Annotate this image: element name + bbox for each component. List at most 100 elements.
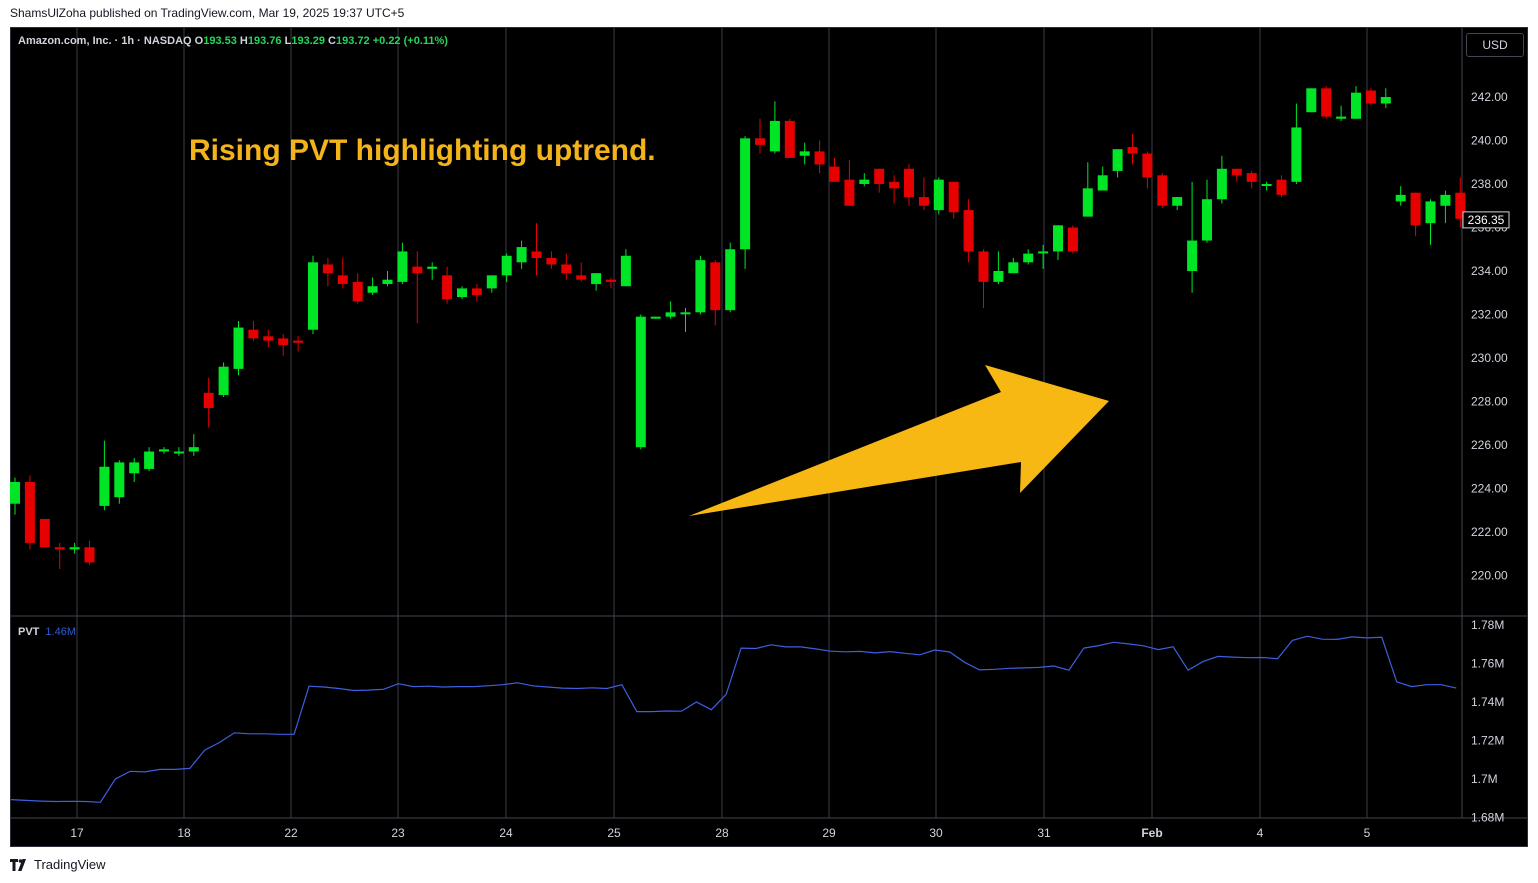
candle-body — [620, 255, 631, 287]
candle-body — [1038, 251, 1049, 254]
candle-body — [710, 262, 721, 311]
x-axis-tick-label: 29 — [822, 826, 836, 840]
candle-body — [99, 466, 110, 506]
x-axis-tick-label: 18 — [177, 826, 191, 840]
candle-body — [784, 120, 795, 158]
pvt-line — [10, 635, 1457, 803]
price-axis-label: 240.00 — [1471, 134, 1508, 148]
candle-body — [308, 262, 318, 330]
candle-body — [69, 547, 80, 550]
symbol-title[interactable]: Amazon.com, Inc. · 1h · NASDAQ — [18, 35, 192, 47]
price-axis-label: 220.00 — [1471, 569, 1508, 583]
candle-body — [546, 257, 557, 265]
candle-body — [1291, 127, 1302, 182]
x-axis-tick-label: 5 — [1364, 826, 1371, 840]
candle-body — [889, 181, 900, 189]
candle-body — [904, 168, 914, 198]
candle-body — [1336, 116, 1347, 119]
candle-body — [1157, 175, 1168, 206]
candle-body — [1008, 262, 1019, 274]
candle-body — [650, 316, 661, 319]
candle-body — [129, 462, 140, 474]
candle-body — [1261, 184, 1272, 186]
pvt-axis-label: 1.68M — [1471, 811, 1504, 825]
price-axis-label: 242.00 — [1471, 90, 1508, 104]
pvt-name: PVT — [18, 626, 40, 638]
candle-body — [1395, 194, 1406, 202]
candle-body — [337, 275, 348, 285]
x-axis-tick-label: 30 — [929, 826, 943, 840]
price-axis-label: 238.00 — [1471, 177, 1508, 191]
candle-body — [1455, 192, 1466, 219]
annotation-text: Rising PVT highlighting uptrend. — [189, 134, 656, 167]
symbol-legend: Amazon.com, Inc. · 1h · NASDAQ O193.53 H… — [18, 35, 448, 47]
price-axis-label: 234.00 — [1471, 264, 1508, 278]
candle-body — [1440, 194, 1451, 206]
price-change: +0.22 (+0.11%) — [372, 35, 448, 47]
candle-body — [1306, 88, 1317, 113]
price-axis-label: 228.00 — [1471, 395, 1508, 409]
candle-body — [918, 197, 929, 206]
candle-body — [978, 251, 989, 282]
currency-button[interactable]: USD — [1466, 33, 1524, 57]
candle-body — [665, 312, 676, 317]
candle-body — [322, 264, 333, 274]
pvt-axis-label: 1.74M — [1471, 695, 1504, 709]
candle-body — [442, 275, 453, 300]
pvt-axis-label: 1.76M — [1471, 657, 1504, 671]
candle-body — [1112, 149, 1123, 171]
candle-body — [606, 279, 616, 282]
candle-body — [1023, 253, 1034, 263]
candle-body — [1246, 173, 1257, 182]
candle-body — [635, 316, 646, 448]
candle-body — [1231, 168, 1242, 176]
candle-body — [1172, 197, 1183, 206]
candle-body — [173, 451, 184, 454]
candle-body — [1380, 97, 1391, 104]
candle-body — [486, 275, 497, 289]
candle-body — [680, 312, 691, 315]
candle-body — [859, 179, 870, 184]
publish-credit: ShamsUlZoha published on TradingView.com… — [10, 6, 405, 20]
pvt-axis-label: 1.72M — [1471, 734, 1504, 748]
candle-body — [352, 281, 363, 302]
ohlc-low-label: L — [284, 35, 292, 47]
candle-body — [993, 271, 1004, 282]
candle-body — [933, 179, 944, 211]
last-price-badge — [1462, 211, 1510, 229]
candle-body — [218, 366, 229, 395]
candle-body — [412, 266, 423, 274]
ohlc-close-label: C — [328, 35, 336, 47]
candle-body — [740, 138, 751, 250]
candle-body — [814, 151, 825, 165]
candle-body — [293, 340, 304, 343]
price-axis-label: 226.00 — [1471, 438, 1508, 452]
candle-body — [54, 547, 65, 550]
footer-brand[interactable]: TradingView — [10, 857, 106, 872]
candle-body — [39, 518, 50, 548]
candle-body — [84, 547, 95, 563]
candle-body — [1127, 147, 1138, 154]
ohlc-high-value: 193.76 — [247, 35, 282, 47]
uptrend-arrow — [689, 365, 1109, 516]
candle-body — [576, 275, 587, 280]
ohlc-open-value: 193.53 — [203, 35, 237, 47]
candle-body — [114, 462, 125, 498]
pvt-legend[interactable]: PVT 1.46M — [18, 626, 76, 638]
candle-body — [1276, 179, 1287, 195]
candle-body — [874, 168, 885, 184]
candle-body — [457, 288, 467, 298]
pvt-value: 1.46M — [45, 626, 76, 638]
chart-panel[interactable] — [10, 27, 1528, 847]
candle-body — [203, 392, 214, 409]
x-axis-tick-label: 23 — [391, 826, 405, 840]
candle-body — [1425, 201, 1436, 224]
candle-body — [1216, 168, 1227, 200]
candle-body — [501, 255, 512, 276]
x-axis-tick-label: 4 — [1257, 826, 1264, 840]
price-axis-label: 224.00 — [1471, 482, 1508, 496]
candle-body — [427, 266, 438, 269]
candle-body — [531, 251, 542, 258]
last-price-label: 236.35 — [1468, 213, 1505, 227]
